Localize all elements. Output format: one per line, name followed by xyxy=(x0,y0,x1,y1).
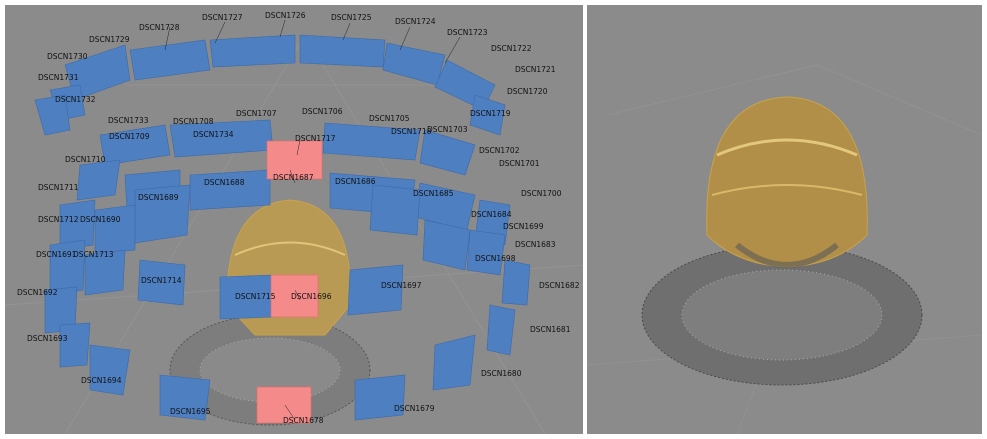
camera-label: DSCN1680 xyxy=(481,369,522,378)
camera-label: DSCN1723 xyxy=(447,28,488,37)
selected-camera-planes xyxy=(256,140,323,424)
camera-label: DSCN1699 xyxy=(503,222,544,231)
camera-label: DSCN1725 xyxy=(331,13,372,22)
camera-label: DSCN1732 xyxy=(55,95,96,104)
label-leaders xyxy=(164,19,461,421)
camera-label: DSCN1687 xyxy=(273,173,314,182)
camera-label: DSCN1682 xyxy=(539,281,580,290)
camera-label: DSCN1686 xyxy=(335,177,376,186)
camera-label: DSCN1694 xyxy=(81,376,122,385)
camera-planes xyxy=(34,34,531,421)
camera-label: DSCN1701 xyxy=(499,159,540,168)
camera-label: DSCN1678 xyxy=(283,416,324,425)
camera-label: DSCN1710 xyxy=(65,155,106,164)
camera-label: DSCN1715 xyxy=(235,292,276,301)
camera-label: DSCN1718 xyxy=(391,127,432,136)
camera-scene xyxy=(5,19,583,434)
camera-label: DSCN1729 xyxy=(89,35,130,44)
right-viewport-panel[interactable] xyxy=(587,5,982,434)
camera-label: DSCN1730 xyxy=(47,52,88,61)
camera-label: DSCN1693 xyxy=(27,334,68,343)
camera-label: DSCN1712 xyxy=(38,215,79,224)
camera-label: DSCN1698 xyxy=(475,254,516,263)
camera-label: DSCN1731 xyxy=(38,73,79,82)
camera-label: DSCN1690 xyxy=(80,215,121,224)
camera-label: DSCN1708 xyxy=(173,117,214,126)
camera-label: DSCN1696 xyxy=(291,292,332,301)
camera-label: DSCN1734 xyxy=(193,130,234,139)
left-viewport-panel[interactable]: DSCN1728 DSCN1727 DSCN1726 DSCN1725 DSCN… xyxy=(5,5,583,434)
camera-label: DSCN1685 xyxy=(413,189,454,198)
camera-label: DSCN1724 xyxy=(395,17,436,26)
camera-label: DSCN1681 xyxy=(530,325,571,334)
camera-label: DSCN1709 xyxy=(109,132,150,141)
camera-label: DSCN1727 xyxy=(202,13,243,22)
camera-label: DSCN1717 xyxy=(295,134,336,143)
camera-label: DSCN1688 xyxy=(204,178,245,187)
camera-label: DSCN1726 xyxy=(265,11,306,20)
camera-label: DSCN1707 xyxy=(236,109,277,118)
camera-label: DSCN1695 xyxy=(170,407,211,416)
camera-label: DSCN1679 xyxy=(394,404,435,413)
camera-label: DSCN1713 xyxy=(73,250,114,259)
camera-label: DSCN1692 xyxy=(17,288,58,297)
camera-label: DSCN1697 xyxy=(381,281,422,290)
camera-label: DSCN1721 xyxy=(515,65,556,74)
camera-label: DSCN1719 xyxy=(470,109,511,118)
camera-label: DSCN1706 xyxy=(302,107,343,116)
point-cloud-view xyxy=(587,64,982,434)
camera-label: DSCN1728 xyxy=(139,23,180,32)
camera-label: DSCN1683 xyxy=(515,240,556,249)
camera-label: DSCN1705 xyxy=(369,114,410,123)
point-cloud-dome xyxy=(706,96,868,268)
camera-label: DSCN1722 xyxy=(491,44,532,53)
camera-label: DSCN1703 xyxy=(427,125,468,134)
camera-label: DSCN1684 xyxy=(471,210,512,219)
camera-label: DSCN1720 xyxy=(507,87,548,96)
camera-label: DSCN1691 xyxy=(36,250,77,259)
camera-label: DSCN1733 xyxy=(108,116,149,125)
camera-label: DSCN1689 xyxy=(138,193,179,202)
camera-label: DSCN1711 xyxy=(38,183,79,192)
camera-label: DSCN1700 xyxy=(521,189,562,198)
camera-label: DSCN1702 xyxy=(479,146,520,155)
camera-label: DSCN1714 xyxy=(141,276,182,285)
